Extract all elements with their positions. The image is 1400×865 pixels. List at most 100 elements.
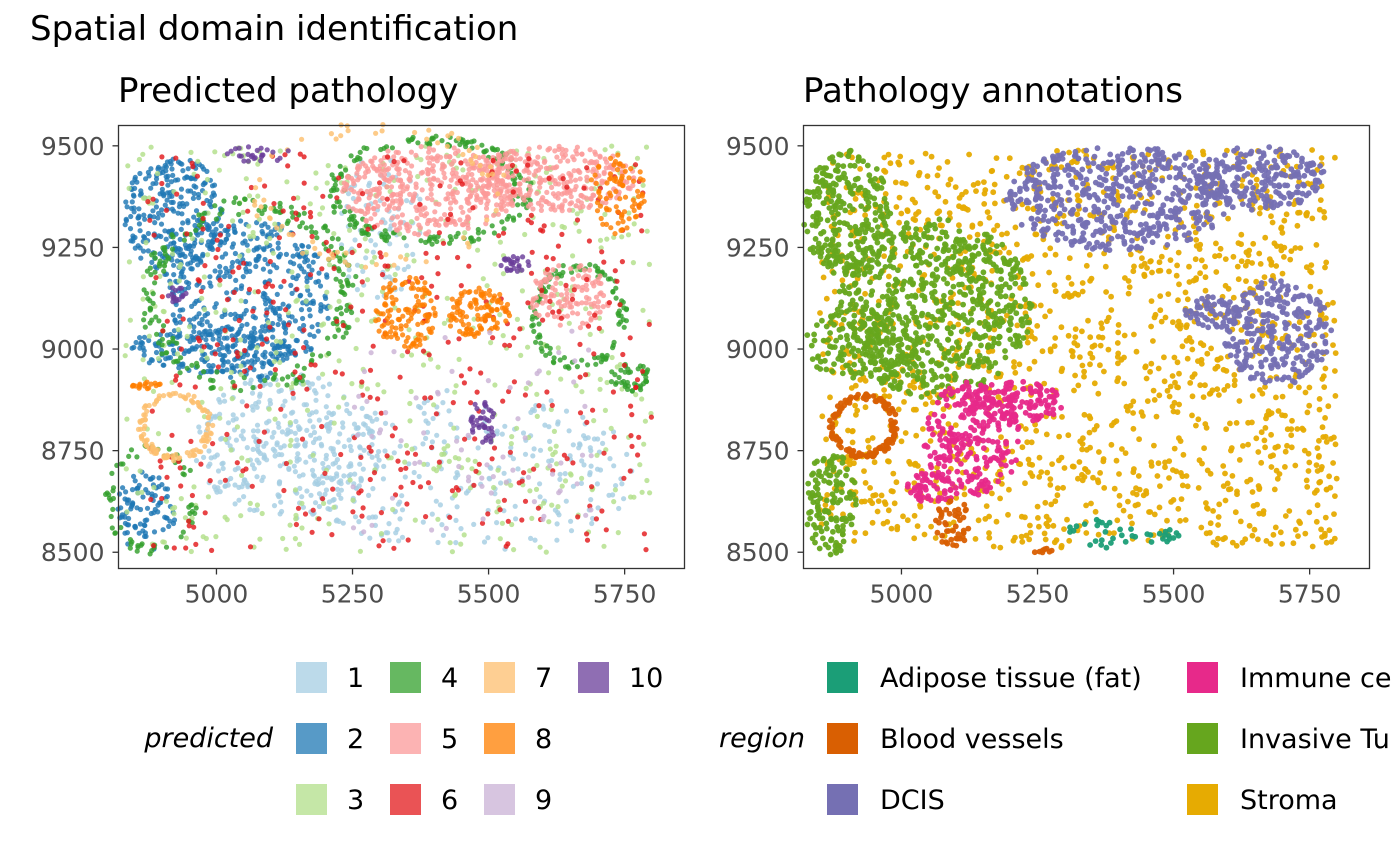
point-2 bbox=[278, 284, 284, 290]
point-5 bbox=[386, 166, 392, 172]
point-8 bbox=[383, 292, 389, 298]
point-3 bbox=[228, 447, 234, 453]
point-3 bbox=[611, 499, 617, 505]
point-5 bbox=[350, 178, 356, 184]
point-6 bbox=[611, 434, 617, 440]
point-7 bbox=[398, 254, 404, 260]
point-5 bbox=[507, 157, 513, 163]
point-2 bbox=[137, 335, 143, 341]
point-5 bbox=[404, 221, 410, 227]
point-6 bbox=[215, 364, 221, 370]
point-2 bbox=[131, 205, 137, 211]
point-5 bbox=[424, 211, 430, 217]
point-3 bbox=[245, 248, 251, 254]
point-1 bbox=[385, 172, 392, 178]
point-8 bbox=[459, 292, 465, 299]
point-2 bbox=[171, 262, 177, 268]
point-2 bbox=[123, 489, 129, 495]
point-6 bbox=[389, 433, 395, 439]
point-1 bbox=[236, 497, 242, 503]
point-3 bbox=[304, 407, 311, 413]
point-6 bbox=[458, 160, 464, 166]
point-5 bbox=[566, 170, 572, 177]
point-3 bbox=[202, 190, 208, 196]
point-5 bbox=[565, 158, 571, 164]
point-5 bbox=[576, 264, 582, 270]
point-1 bbox=[286, 465, 292, 471]
point-8 bbox=[603, 196, 609, 202]
point-4 bbox=[109, 525, 115, 531]
point-4 bbox=[128, 447, 135, 453]
point-stroma bbox=[904, 517, 911, 524]
point-3 bbox=[336, 404, 342, 410]
x-axis: 5000 5250 5500 5750 bbox=[185, 568, 656, 609]
point-1 bbox=[494, 520, 500, 526]
point-2 bbox=[130, 501, 136, 507]
point-5 bbox=[397, 177, 404, 183]
point-2 bbox=[277, 351, 283, 357]
point-6 bbox=[428, 395, 434, 401]
point-1 bbox=[232, 467, 238, 473]
point-1 bbox=[324, 415, 330, 421]
point-stroma bbox=[1306, 509, 1313, 516]
point-4 bbox=[409, 136, 415, 142]
point-6 bbox=[256, 438, 262, 444]
point-9 bbox=[465, 478, 472, 484]
point-3 bbox=[579, 389, 585, 395]
point-2 bbox=[179, 161, 185, 167]
point-7 bbox=[373, 130, 379, 136]
point-3 bbox=[331, 231, 337, 237]
point-2 bbox=[140, 494, 146, 500]
point-3 bbox=[263, 240, 270, 246]
point-3 bbox=[251, 233, 257, 239]
point-2 bbox=[223, 251, 229, 257]
point-2 bbox=[188, 260, 194, 266]
point-6 bbox=[209, 547, 215, 554]
point-3 bbox=[445, 443, 451, 449]
point-8 bbox=[474, 330, 480, 336]
point-4 bbox=[574, 364, 581, 370]
point-2 bbox=[204, 168, 210, 174]
point-stroma bbox=[904, 207, 911, 214]
point-7 bbox=[466, 147, 472, 154]
point-4 bbox=[309, 352, 316, 358]
point-9 bbox=[383, 410, 389, 416]
point-7 bbox=[460, 235, 467, 241]
point-2 bbox=[158, 233, 164, 240]
point-5 bbox=[509, 200, 515, 206]
point-3 bbox=[146, 333, 152, 339]
point-3 bbox=[188, 548, 194, 555]
point-2 bbox=[191, 214, 197, 220]
point-2 bbox=[218, 223, 224, 229]
point-stroma bbox=[1332, 441, 1339, 448]
point-6 bbox=[147, 217, 153, 223]
point-5 bbox=[598, 290, 604, 296]
point-4 bbox=[538, 340, 544, 346]
point-6 bbox=[526, 156, 532, 162]
point-6 bbox=[584, 276, 590, 283]
point-stroma bbox=[1127, 513, 1134, 520]
point-1 bbox=[382, 420, 389, 426]
point-4 bbox=[193, 505, 199, 511]
point-3 bbox=[245, 458, 251, 464]
point-1 bbox=[610, 492, 616, 498]
point-5 bbox=[566, 207, 573, 213]
point-2 bbox=[160, 212, 166, 218]
point-stroma bbox=[1247, 476, 1254, 483]
point-5 bbox=[595, 299, 602, 305]
point-stroma bbox=[1016, 361, 1023, 368]
point-8 bbox=[414, 279, 420, 285]
point-8 bbox=[382, 301, 388, 307]
point-3 bbox=[359, 292, 365, 298]
point-stroma bbox=[1243, 278, 1249, 284]
point-4 bbox=[180, 529, 186, 535]
point-1 bbox=[417, 196, 423, 202]
point-1 bbox=[372, 242, 378, 248]
point-6 bbox=[198, 288, 204, 294]
point-10 bbox=[469, 427, 476, 433]
point-5 bbox=[451, 173, 457, 179]
point-1 bbox=[537, 447, 544, 453]
point-4 bbox=[332, 333, 338, 340]
point-8 bbox=[640, 177, 646, 183]
point-5 bbox=[416, 207, 423, 213]
